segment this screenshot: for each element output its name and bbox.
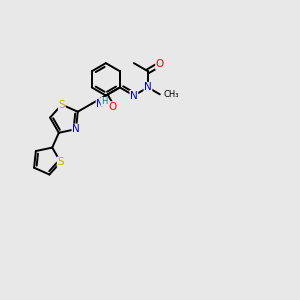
Text: H: H bbox=[101, 98, 108, 106]
Text: O: O bbox=[108, 102, 116, 112]
Text: S: S bbox=[58, 100, 65, 110]
Text: N: N bbox=[130, 91, 138, 100]
Text: N: N bbox=[144, 82, 152, 92]
Text: O: O bbox=[156, 59, 164, 69]
Text: N: N bbox=[96, 99, 104, 109]
Text: CH₃: CH₃ bbox=[164, 90, 179, 99]
Text: S: S bbox=[57, 157, 64, 167]
Text: N: N bbox=[72, 124, 80, 134]
